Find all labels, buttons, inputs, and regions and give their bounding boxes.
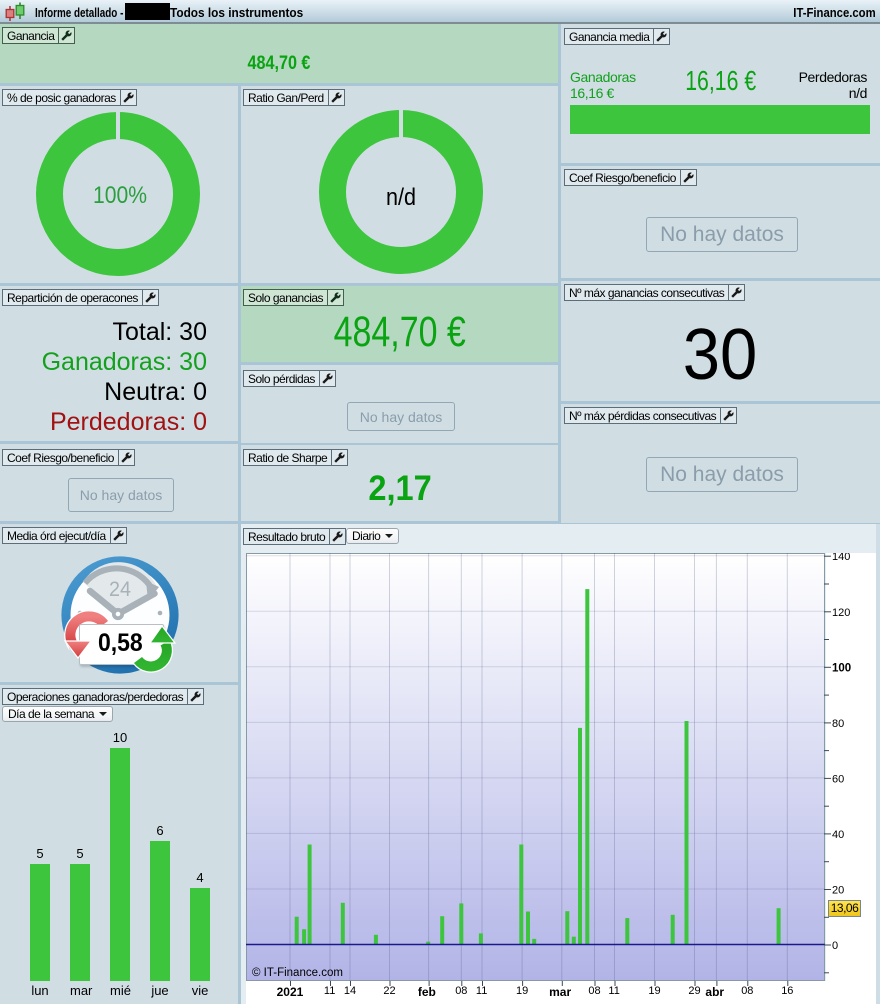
svg-text:120: 120 — [832, 607, 850, 619]
svg-text:100%: 100% — [93, 182, 147, 209]
svg-text:60: 60 — [832, 773, 844, 785]
svg-text:100: 100 — [832, 662, 851, 674]
svg-text:40: 40 — [832, 829, 844, 841]
svg-text:140: 140 — [832, 553, 850, 563]
svg-text:80: 80 — [832, 718, 844, 730]
svg-text:0: 0 — [832, 940, 838, 952]
svg-text:24: 24 — [109, 578, 131, 601]
svg-text:© IT-Finance.com: © IT-Finance.com — [252, 967, 343, 979]
svg-text:n/d: n/d — [386, 184, 416, 211]
svg-text:20: 20 — [832, 885, 844, 897]
